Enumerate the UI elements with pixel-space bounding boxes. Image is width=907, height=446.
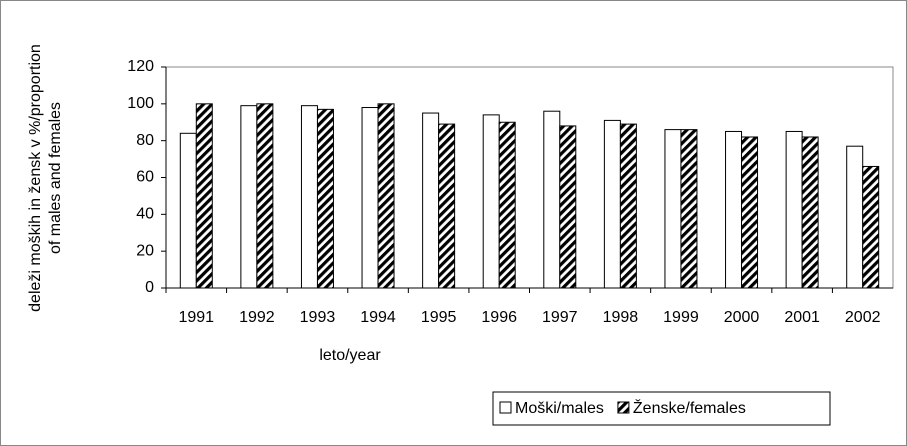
bar <box>438 123 456 289</box>
bar <box>725 130 743 289</box>
y-tick-label: 20 <box>136 242 154 259</box>
x-tick-label: 2000 <box>724 309 760 326</box>
x-tick-label: 1994 <box>360 309 396 326</box>
y-tick-label: 80 <box>136 132 154 149</box>
x-tick-label: 1993 <box>300 309 336 326</box>
bar <box>422 112 440 289</box>
bar <box>619 123 637 289</box>
legend-label: Ženske/females <box>633 398 746 417</box>
bar <box>482 114 500 289</box>
x-tick-label: 2002 <box>845 309 881 326</box>
bar <box>543 110 561 289</box>
x-tick-label: 2001 <box>784 309 820 326</box>
y-tick-label: 40 <box>136 206 154 223</box>
x-tick-label: 1991 <box>178 309 214 326</box>
bar <box>785 130 803 289</box>
bar <box>559 125 577 289</box>
legend-swatch <box>617 401 630 414</box>
bar <box>361 107 379 289</box>
bar <box>300 105 318 289</box>
y-tick-label: 0 <box>145 279 154 296</box>
bar <box>195 103 213 289</box>
y-tick-label: 120 <box>127 58 154 75</box>
bar <box>256 103 274 289</box>
y-axis-label: deleži moških in žensk v %/proportion <box>27 44 44 312</box>
x-tick-label: 1995 <box>421 309 457 326</box>
legend <box>492 391 831 426</box>
bar <box>862 165 880 289</box>
x-tick-label: 1997 <box>542 309 578 326</box>
bar <box>801 136 819 289</box>
bar <box>741 136 759 289</box>
x-tick-label: 1992 <box>239 309 275 326</box>
bar <box>846 145 864 289</box>
legend-swatch <box>499 401 512 414</box>
y-tick-label: 60 <box>136 169 154 186</box>
legend-label: Moški/males <box>515 400 604 417</box>
bar <box>664 129 682 289</box>
x-tick-label: 1998 <box>603 309 639 326</box>
y-axis-label: of males and females <box>47 102 64 254</box>
bar <box>603 119 621 289</box>
bar <box>179 132 197 289</box>
bar <box>377 103 395 289</box>
bar <box>498 121 516 289</box>
y-tick-label: 100 <box>127 95 154 112</box>
x-axis-label: leto/year <box>319 347 381 364</box>
x-tick-label: 1996 <box>481 309 517 326</box>
bar <box>316 108 334 289</box>
bar <box>680 129 698 289</box>
bar <box>240 105 258 289</box>
x-tick-label: 1999 <box>663 309 699 326</box>
